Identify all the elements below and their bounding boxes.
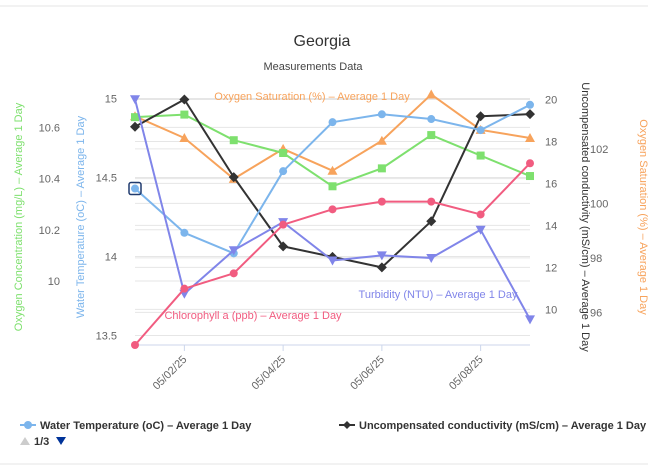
data-point — [427, 197, 436, 206]
y-tick-label-cond: 16 — [545, 178, 557, 190]
series-label-oxygen-saturation: Oxygen Saturation (%) – Average 1 Day — [214, 91, 410, 103]
data-point — [327, 165, 338, 175]
y-tick-label-wt: 14.5 — [96, 172, 117, 184]
data-point — [180, 110, 189, 119]
y-axis-title-cond: Uncompensated conductivity (mS/cm) – Ave… — [579, 82, 591, 352]
data-point — [426, 253, 437, 263]
series-oxygen-concentration-mg-l-average-1-day — [131, 110, 534, 191]
data-point — [376, 251, 387, 261]
data-point — [229, 269, 238, 278]
data-point — [376, 262, 387, 273]
y-tick-label-oxc: 10.2 — [39, 225, 60, 237]
y-tick-label-oxs: 100 — [590, 198, 608, 210]
data-point — [229, 136, 238, 145]
x-tick-label: 05/06/25 — [348, 354, 387, 393]
data-point — [278, 241, 289, 252]
data-point — [475, 111, 486, 122]
y-tick-label-wt: 14 — [105, 252, 117, 264]
data-point — [279, 220, 288, 229]
hover-highlight — [128, 181, 142, 196]
series-oxygen-saturation-average-1-day — [130, 89, 535, 183]
y-axis-title-oxc: Oxygen Concentration (mg/L) – Average 1 … — [13, 102, 25, 331]
x-tick-label: 05/02/25 — [151, 354, 190, 393]
y-tick-label-oxs: 102 — [590, 144, 608, 156]
y-tick-label-oxc: 10.4 — [39, 174, 60, 186]
data-point — [525, 109, 535, 120]
pager-text: 1/3 — [34, 436, 49, 448]
data-point — [130, 121, 140, 132]
data-point — [130, 95, 140, 105]
data-point — [476, 151, 485, 160]
data-point — [526, 172, 534, 181]
data-point — [328, 205, 337, 214]
chart-subtitle: Measurements Data — [263, 61, 363, 73]
series-label-turbidity: Turbidity (NTU) – Average 1 Day — [359, 289, 518, 301]
legend-marker-diamond — [343, 421, 351, 429]
y-tick-label-wt: 15 — [105, 93, 117, 105]
data-point — [327, 256, 338, 266]
legend-item-conductivity[interactable]: Uncompensated conductivity (mS/cm) – Ave… — [339, 420, 647, 432]
data-point — [377, 164, 386, 173]
y-tick-label-wt: 13.5 — [96, 331, 117, 343]
data-point — [131, 113, 139, 122]
legend-label: Water Temperature (oC) – Average 1 Day — [40, 420, 252, 432]
data-point — [427, 115, 436, 124]
y-tick-label-cond: 14 — [545, 220, 557, 232]
data-point — [526, 159, 534, 168]
y-axis-title-wt: Water Temperature (oC) – Average 1 Day — [75, 115, 87, 318]
data-point — [328, 118, 337, 127]
x-tick-label: 05/04/25 — [249, 354, 288, 393]
chart-title: Georgia — [294, 33, 351, 50]
y-tick-label-cond: 18 — [545, 136, 557, 148]
data-point — [180, 228, 189, 237]
data-point — [376, 135, 387, 145]
data-point — [426, 89, 437, 99]
series-chlorophyll-a-ppb-average-1-day — [131, 159, 534, 349]
y-tick-label-cond: 20 — [545, 94, 557, 106]
y-axis-title-oxs: Oxygen Saturation (%) – Average 1 Day — [637, 119, 648, 315]
pager-down-arrow-icon[interactable] — [56, 437, 66, 445]
data-point — [476, 126, 485, 135]
data-point — [426, 216, 437, 227]
data-point — [131, 341, 139, 349]
data-point — [228, 246, 239, 256]
series — [128, 89, 535, 349]
legend: Water Temperature (oC) – Average 1 Day U… — [20, 420, 647, 448]
data-point — [279, 167, 288, 176]
data-point — [179, 133, 190, 143]
data-point — [475, 225, 486, 235]
data-point — [131, 184, 139, 193]
legend-label: Uncompensated conductivity (mS/cm) – Ave… — [359, 420, 647, 432]
data-point — [525, 133, 535, 143]
axes: 05/02/25 05/04/25 05/06/25 05/08/25 10 10.2 10… — [13, 82, 648, 392]
legend-marker-circle — [24, 421, 32, 429]
y-tick-label-oxc: 10 — [48, 276, 60, 288]
data-point — [526, 100, 534, 109]
data-point — [328, 182, 337, 191]
data-point — [377, 110, 386, 119]
data-point — [377, 197, 386, 206]
series-label-chlorophyll: Chlorophyll a (ppb) – Average 1 Day — [164, 310, 342, 322]
data-point — [476, 210, 485, 219]
y-tick-label-cond: 12 — [545, 262, 557, 274]
legend-pager: 1/3 — [20, 436, 66, 448]
data-point — [525, 315, 535, 325]
y-tick-label-cond: 10 — [545, 304, 557, 316]
y-tick-label-oxs: 98 — [590, 253, 602, 265]
y-tick-label-oxc: 10.6 — [39, 122, 60, 134]
data-point — [180, 284, 189, 293]
data-point — [228, 172, 239, 183]
y-tick-label-oxs: 96 — [590, 307, 602, 319]
pager-up-arrow-icon[interactable] — [20, 437, 30, 445]
x-tick-label: 05/08/25 — [447, 354, 486, 393]
data-point — [179, 94, 190, 105]
data-point — [427, 131, 436, 140]
data-point — [279, 149, 288, 157]
legend-item-water-temperature[interactable]: Water Temperature (oC) – Average 1 Day — [20, 420, 252, 432]
